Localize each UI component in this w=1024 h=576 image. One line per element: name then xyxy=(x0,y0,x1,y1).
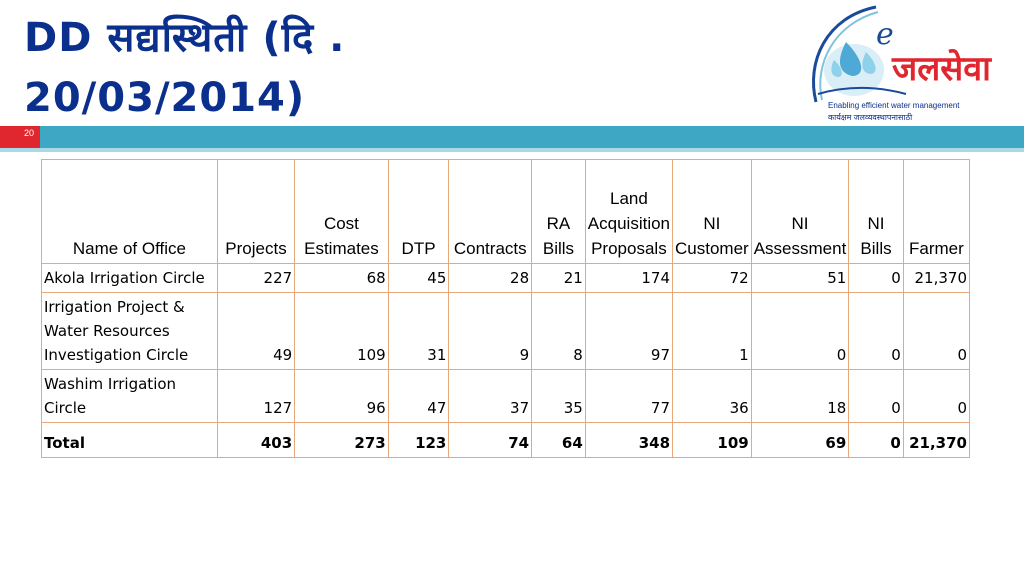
status-table: Name of Office Projects Cost Estimates D… xyxy=(41,159,971,458)
table-cell: 109 xyxy=(294,292,389,370)
header-band-underline xyxy=(0,148,1024,152)
total-cell: 74 xyxy=(448,422,533,458)
table-cell: 37 xyxy=(448,369,533,423)
column-header: NI Assessment xyxy=(750,159,850,264)
table-row: Irrigation Project & Water Resources Inv… xyxy=(41,292,971,370)
column-header: Land Acquisition Proposals xyxy=(584,159,674,264)
column-header: Cost Estimates xyxy=(294,159,389,264)
table-cell: 68 xyxy=(294,263,389,293)
logo-tagline: Enabling efficient water management xyxy=(828,101,960,110)
table-cell: 28 xyxy=(448,263,533,293)
table-cell: 72 xyxy=(672,263,752,293)
table-cell: 0 xyxy=(848,292,904,370)
table-cell: 51 xyxy=(750,263,850,293)
column-header: DTP xyxy=(387,159,450,264)
table-header-row: Name of Office Projects Cost Estimates D… xyxy=(41,159,971,264)
total-cell: 273 xyxy=(294,422,389,458)
table-cell: 47 xyxy=(387,369,450,423)
table-cell: 127 xyxy=(216,369,296,423)
table-cell: 97 xyxy=(584,292,674,370)
total-cell: 123 xyxy=(387,422,450,458)
slide-number: 20 xyxy=(24,128,35,138)
column-header: Farmer xyxy=(902,159,971,264)
table-cell: 0 xyxy=(750,292,850,370)
table-cell: 1 xyxy=(672,292,752,370)
table-cell: 31 xyxy=(387,292,450,370)
logo-letter: e xyxy=(876,17,894,52)
table-cell: 21,370 xyxy=(902,263,971,293)
column-header: NI Bills xyxy=(848,159,904,264)
column-header: Name of Office xyxy=(41,159,218,264)
table-cell: 45 xyxy=(387,263,450,293)
table-cell: 9 xyxy=(448,292,533,370)
total-cell: 21,370 xyxy=(902,422,971,458)
jalseva-logo-graphic: e जलसेवा xyxy=(812,5,992,103)
logo-name: जलसेवा xyxy=(891,48,992,89)
header-band xyxy=(40,126,1024,148)
table-row: Akola Irrigation Circle 227 68 45 28 21 … xyxy=(41,263,971,293)
table-cell: 36 xyxy=(672,369,752,423)
table-total-row: Total 403 273 123 74 64 348 109 69 0 21,… xyxy=(41,422,971,458)
column-header: RA Bills xyxy=(531,159,586,264)
column-header: Projects xyxy=(216,159,296,264)
total-label-cell: Total xyxy=(41,422,218,458)
table-cell: 0 xyxy=(848,369,904,423)
table-cell: 77 xyxy=(584,369,674,423)
table-cell: 96 xyxy=(294,369,389,423)
table-cell: 0 xyxy=(902,292,971,370)
total-cell: 69 xyxy=(750,422,850,458)
column-header: Contracts xyxy=(448,159,533,264)
slide-title-line-2: 20/03/2014) xyxy=(24,75,306,121)
table-cell: 174 xyxy=(584,263,674,293)
office-name-cell: Washim Irrigation Circle xyxy=(41,369,218,423)
table-cell: 0 xyxy=(848,263,904,293)
total-cell: 403 xyxy=(216,422,296,458)
slide-number-band xyxy=(0,126,40,148)
table-row: Washim Irrigation Circle 127 96 47 37 35… xyxy=(41,369,971,423)
table-cell: 0 xyxy=(902,369,971,423)
table-cell: 35 xyxy=(531,369,586,423)
table-cell: 227 xyxy=(216,263,296,293)
total-cell: 109 xyxy=(672,422,752,458)
logo-subtitle: कार्यक्षम जलव्यवस्थापनासाठी xyxy=(828,113,913,122)
table-cell: 18 xyxy=(750,369,850,423)
column-header: NI Customer xyxy=(672,159,752,264)
office-name-cell: Akola Irrigation Circle xyxy=(41,263,218,293)
office-name-cell: Irrigation Project & Water Resources Inv… xyxy=(41,292,218,370)
slide-title: DD सद्यस्थिती (दि . 20/03/2014) xyxy=(24,8,345,128)
table-cell: 8 xyxy=(531,292,586,370)
table-cell: 21 xyxy=(531,263,586,293)
total-cell: 0 xyxy=(848,422,904,458)
total-cell: 348 xyxy=(584,422,674,458)
jalseva-logo: e जलसेवा Enabling efficient water manage… xyxy=(806,2,1024,126)
slide-title-line-1: DD सद्यस्थिती (दि . xyxy=(24,15,346,61)
table-cell: 49 xyxy=(216,292,296,370)
total-cell: 64 xyxy=(531,422,586,458)
